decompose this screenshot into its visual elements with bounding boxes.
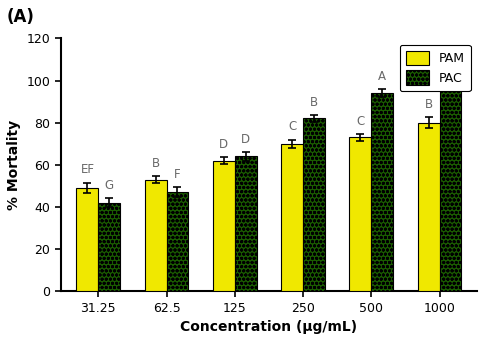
Bar [235, 156, 257, 291]
Text: D: D [241, 133, 250, 146]
Bar [281, 144, 303, 291]
Bar [303, 118, 325, 291]
Text: F: F [174, 167, 181, 180]
Text: B: B [424, 98, 433, 111]
Text: C: C [356, 115, 364, 128]
Bar [439, 83, 461, 291]
Bar [145, 179, 166, 291]
Text: A: A [446, 60, 454, 73]
Bar [76, 188, 98, 291]
Text: EF: EF [80, 163, 94, 176]
Bar [371, 93, 393, 291]
Text: D: D [219, 138, 228, 151]
Bar [98, 203, 120, 291]
Text: B: B [151, 157, 160, 170]
Bar [418, 123, 439, 291]
X-axis label: Concentration (μg/mL): Concentration (μg/mL) [181, 320, 358, 334]
Bar [349, 137, 371, 291]
Text: B: B [310, 96, 318, 109]
Legend: PAM, PAC: PAM, PAC [400, 45, 471, 91]
Text: A: A [378, 70, 386, 83]
Bar [213, 161, 235, 291]
Y-axis label: % Mortality: % Mortality [7, 120, 21, 210]
Text: (A): (A) [7, 8, 34, 26]
Text: G: G [105, 179, 114, 192]
Text: C: C [288, 120, 296, 133]
Bar [166, 192, 188, 291]
